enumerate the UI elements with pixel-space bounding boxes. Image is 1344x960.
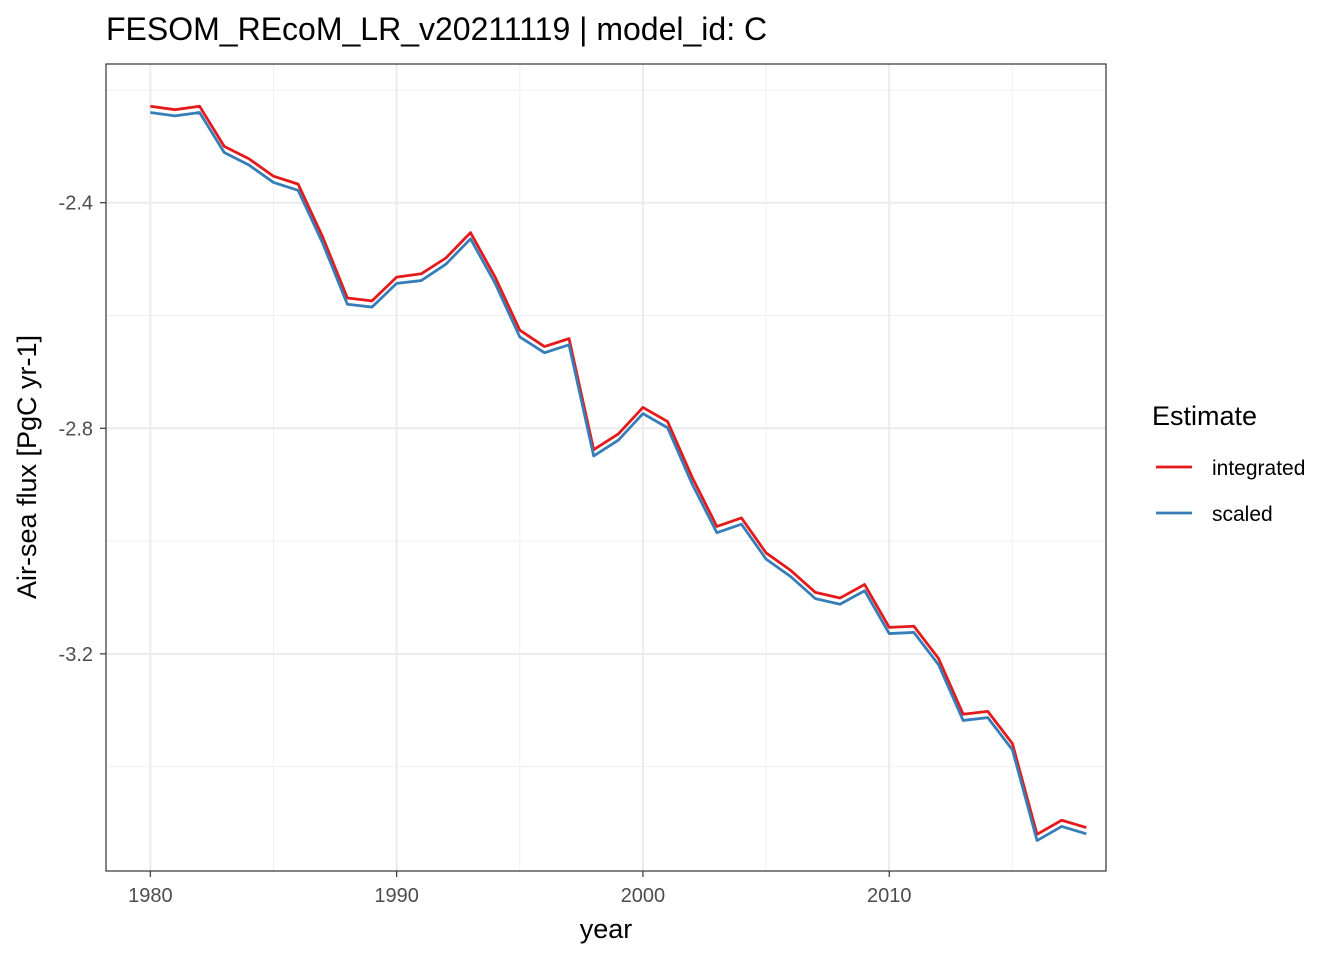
series-line-scaled	[150, 111, 1087, 842]
x-axis: 1980 1990 2000 2010	[128, 871, 912, 907]
plot-border	[105, 63, 1107, 872]
legend-label-scaled: scaled	[1212, 503, 1273, 526]
grid-major	[106, 64, 1106, 871]
series-lines	[150, 104, 1087, 842]
y-axis-title: Air-sea flux [PgC yr-1]	[12, 335, 42, 599]
y-tick-label: -2.8	[59, 418, 93, 440]
chart-title: FESOM_REcoM_LR_v20211119 | model_id: C	[106, 11, 767, 47]
legend-items: integrated scaled	[1156, 457, 1305, 526]
x-tick-label: 2000	[621, 885, 666, 907]
x-tick-label: 1990	[374, 885, 419, 907]
legend-title: Estimate	[1152, 401, 1257, 431]
grid-minor	[106, 64, 1106, 871]
legend: Estimate integrated scaled	[1152, 401, 1305, 526]
y-axis: -2.4 -2.8 -3.2	[59, 193, 106, 666]
x-axis-title: year	[580, 914, 633, 944]
y-tick-label: -2.4	[59, 193, 93, 215]
x-tick-label: 1980	[128, 885, 173, 907]
plot-panel	[106, 64, 1106, 871]
legend-label-integrated: integrated	[1212, 457, 1305, 480]
y-tick-label: -3.2	[59, 644, 93, 666]
x-tick-label: 2010	[867, 885, 912, 907]
series-line-integrated	[150, 104, 1087, 836]
